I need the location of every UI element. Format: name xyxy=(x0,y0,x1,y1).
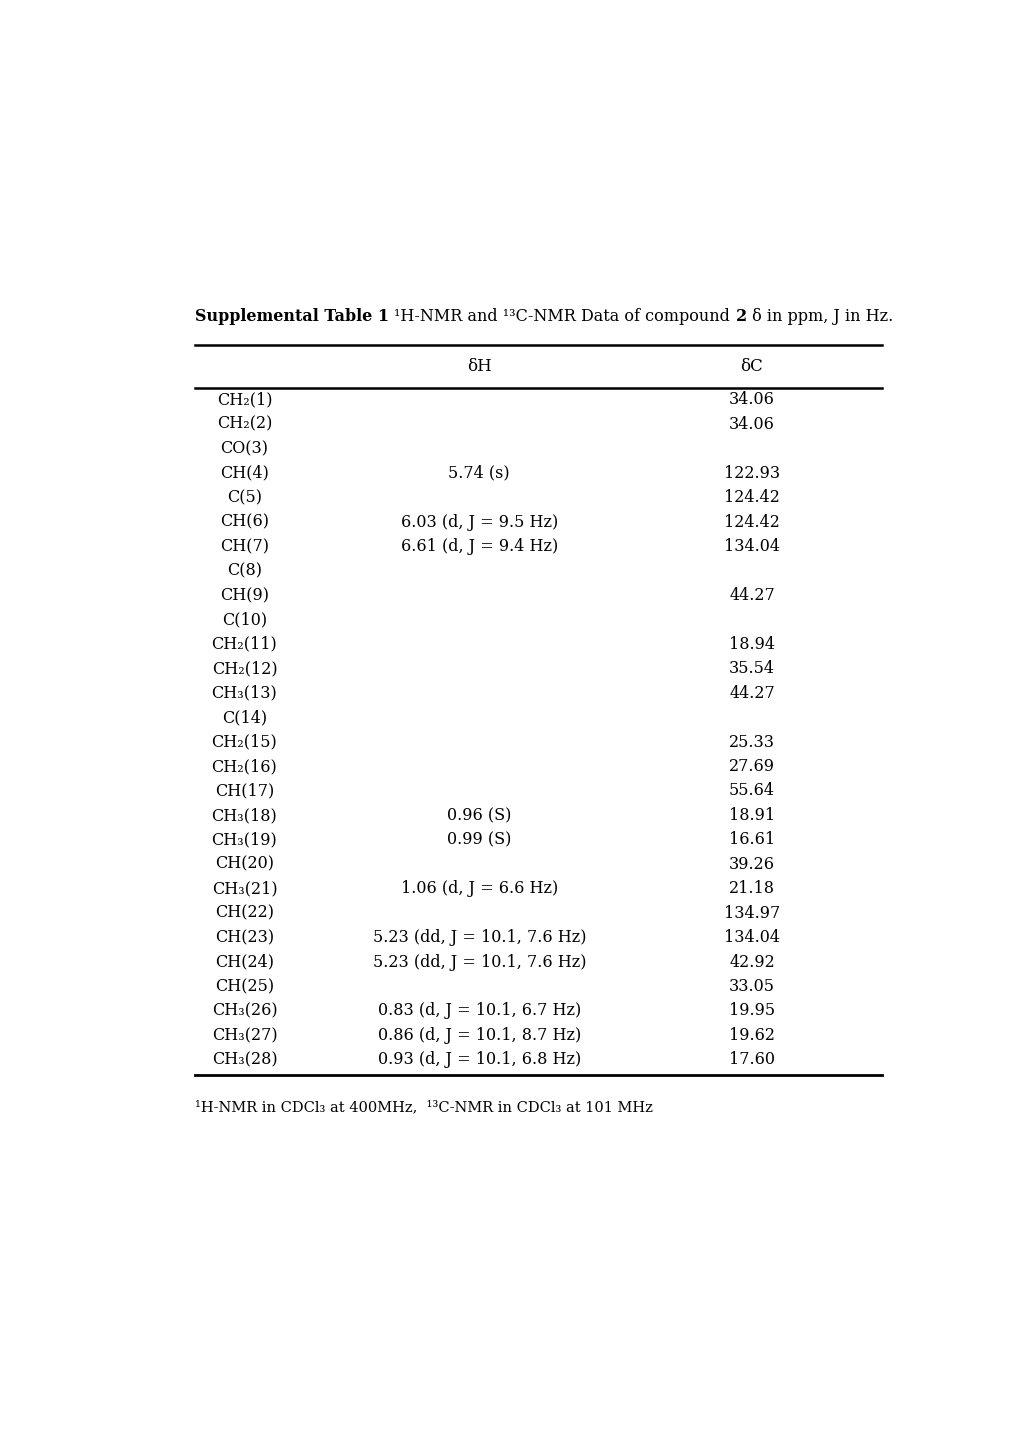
Text: CH₃(26): CH₃(26) xyxy=(212,1003,277,1019)
Text: CH₂(16): CH₂(16) xyxy=(211,758,277,775)
Text: CH₃(28): CH₃(28) xyxy=(212,1052,277,1068)
Text: CH(7): CH(7) xyxy=(220,538,269,556)
Text: δ in ppm, J in Hz.: δ in ppm, J in Hz. xyxy=(746,309,892,325)
Text: 27.69: 27.69 xyxy=(729,758,774,775)
Text: 134.97: 134.97 xyxy=(723,905,780,922)
Text: ¹H-NMR and ¹³C-NMR Data of compound: ¹H-NMR and ¹³C-NMR Data of compound xyxy=(394,309,735,325)
Text: 34.06: 34.06 xyxy=(729,416,774,433)
Text: 124.42: 124.42 xyxy=(723,489,780,506)
Text: CH(9): CH(9) xyxy=(220,587,269,603)
Text: 33.05: 33.05 xyxy=(729,978,774,996)
Text: 17.60: 17.60 xyxy=(729,1052,774,1068)
Text: CH₃(27): CH₃(27) xyxy=(212,1027,277,1043)
Text: 134.04: 134.04 xyxy=(723,929,780,947)
Text: CH₃(13): CH₃(13) xyxy=(211,684,277,701)
Text: 21.18: 21.18 xyxy=(729,880,774,898)
Text: 0.83 (d, J = 10.1, 6.7 Hz): 0.83 (d, J = 10.1, 6.7 Hz) xyxy=(377,1003,581,1019)
Text: 122.93: 122.93 xyxy=(723,465,780,482)
Text: 19.62: 19.62 xyxy=(729,1027,774,1043)
Text: CH(22): CH(22) xyxy=(215,905,274,922)
Text: 55.64: 55.64 xyxy=(729,782,774,799)
Text: 5.23 (dd, J = 10.1, 7.6 Hz): 5.23 (dd, J = 10.1, 7.6 Hz) xyxy=(372,954,586,971)
Text: CH(24): CH(24) xyxy=(215,954,274,971)
Text: C(5): C(5) xyxy=(227,489,262,506)
Text: 0.99 (S): 0.99 (S) xyxy=(446,831,511,848)
Text: C(8): C(8) xyxy=(227,563,262,580)
Text: 0.86 (d, J = 10.1, 8.7 Hz): 0.86 (d, J = 10.1, 8.7 Hz) xyxy=(377,1027,581,1043)
Text: CH₂(15): CH₂(15) xyxy=(211,733,277,750)
Text: CH₂(2): CH₂(2) xyxy=(217,416,272,433)
Text: 134.04: 134.04 xyxy=(723,538,780,556)
Text: 124.42: 124.42 xyxy=(723,514,780,531)
Text: 18.94: 18.94 xyxy=(729,636,774,652)
Text: δC: δC xyxy=(740,358,762,375)
Text: CH(20): CH(20) xyxy=(215,856,274,873)
Text: C(10): C(10) xyxy=(222,612,267,628)
Text: CH₂(1): CH₂(1) xyxy=(216,391,272,408)
Text: 42.92: 42.92 xyxy=(729,954,774,971)
Text: 2: 2 xyxy=(735,309,746,325)
Text: CH₃(19): CH₃(19) xyxy=(211,831,277,848)
Text: 35.54: 35.54 xyxy=(729,661,774,677)
Text: CH₂(12): CH₂(12) xyxy=(212,661,277,677)
Text: CH₂(11): CH₂(11) xyxy=(211,636,277,652)
Text: 5.23 (dd, J = 10.1, 7.6 Hz): 5.23 (dd, J = 10.1, 7.6 Hz) xyxy=(372,929,586,947)
Text: 44.27: 44.27 xyxy=(729,587,774,603)
Text: 6.03 (d, J = 9.5 Hz): 6.03 (d, J = 9.5 Hz) xyxy=(400,514,557,531)
Text: 0.93 (d, J = 10.1, 6.8 Hz): 0.93 (d, J = 10.1, 6.8 Hz) xyxy=(377,1052,581,1068)
Text: 6.61 (d, J = 9.4 Hz): 6.61 (d, J = 9.4 Hz) xyxy=(400,538,557,556)
Text: CO(3): CO(3) xyxy=(220,440,268,457)
Text: CH(17): CH(17) xyxy=(215,782,274,799)
Text: C(14): C(14) xyxy=(222,709,267,726)
Text: CH₃(18): CH₃(18) xyxy=(211,807,277,824)
Text: CH(23): CH(23) xyxy=(215,929,274,947)
Text: 0.96 (S): 0.96 (S) xyxy=(446,807,511,824)
Text: 16.61: 16.61 xyxy=(729,831,774,848)
Text: ¹H-NMR in CDCl₃ at 400MHz,  ¹³C-NMR in CDCl₃ at 101 MHz: ¹H-NMR in CDCl₃ at 400MHz, ¹³C-NMR in CD… xyxy=(195,1100,652,1114)
Text: δH: δH xyxy=(467,358,491,375)
Text: CH₃(21): CH₃(21) xyxy=(212,880,277,898)
Text: 19.95: 19.95 xyxy=(729,1003,774,1019)
Text: CH(6): CH(6) xyxy=(220,514,269,531)
Text: 5.74 (s): 5.74 (s) xyxy=(448,465,510,482)
Text: CH(4): CH(4) xyxy=(220,465,269,482)
Text: 39.26: 39.26 xyxy=(729,856,774,873)
Text: 44.27: 44.27 xyxy=(729,684,774,701)
Text: 18.91: 18.91 xyxy=(729,807,774,824)
Text: Supplemental Table 1: Supplemental Table 1 xyxy=(195,309,394,325)
Text: 25.33: 25.33 xyxy=(729,733,774,750)
Text: CH(25): CH(25) xyxy=(215,978,274,996)
Text: 1.06 (d, J = 6.6 Hz): 1.06 (d, J = 6.6 Hz) xyxy=(400,880,557,898)
Text: 34.06: 34.06 xyxy=(729,391,774,408)
